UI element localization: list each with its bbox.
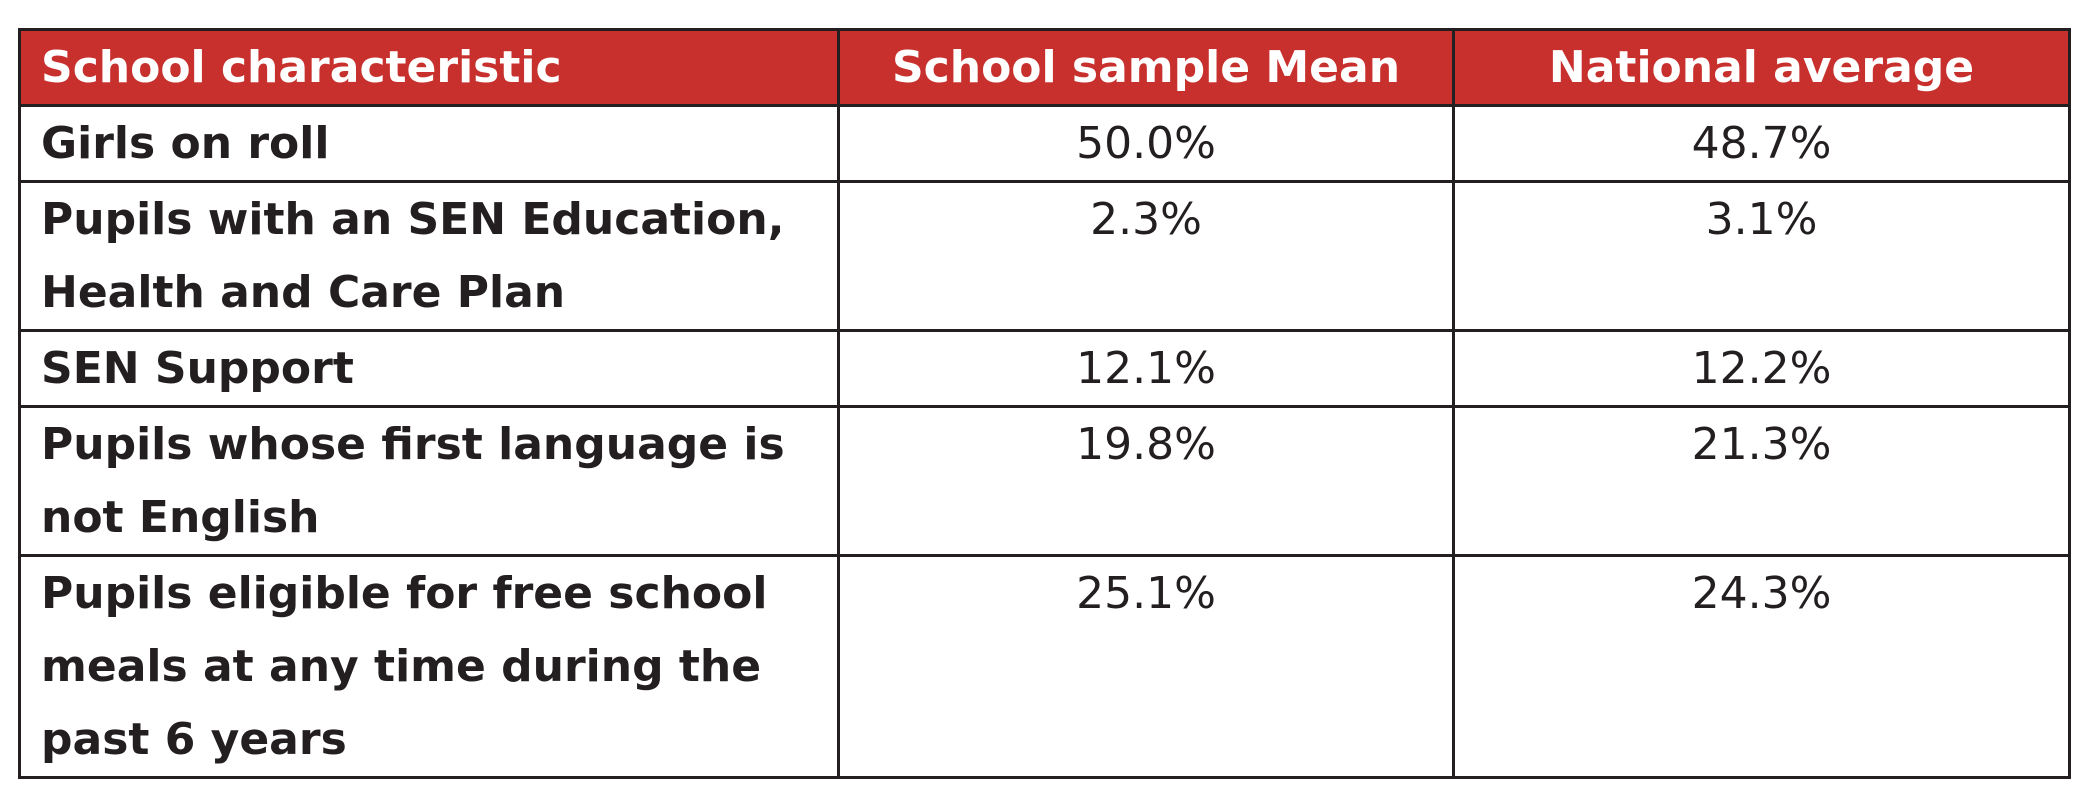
table-row: Pupils eligible for free school meals at… (18, 554, 2071, 779)
table-header-row: School characteristic School sample Mean… (18, 28, 2071, 107)
row-national-average: 48.7% (1452, 104, 2071, 183)
row-sample-mean: 12.1% (837, 329, 1455, 408)
table-row: Pupils whose first language is not Engli… (18, 405, 2071, 557)
table-row: Pupils with an SEN Education, Health and… (18, 180, 2071, 332)
row-characteristic: Pupils whose first language is not Engli… (18, 405, 840, 557)
row-national-average: 12.2% (1452, 329, 2071, 408)
row-sample-mean: 50.0% (837, 104, 1455, 183)
row-characteristic: SEN Support (18, 329, 840, 408)
row-national-average: 24.3% (1452, 554, 2071, 779)
table-row: Girls on roll 50.0% 48.7% (18, 104, 2071, 183)
row-sample-mean: 25.1% (837, 554, 1455, 779)
row-sample-mean: 19.8% (837, 405, 1455, 557)
table-row: SEN Support 12.1% 12.2% (18, 329, 2071, 408)
row-national-average: 21.3% (1452, 405, 2071, 557)
row-characteristic: Girls on roll (18, 104, 840, 183)
school-characteristics-table: School characteristic School sample Mean… (18, 28, 2071, 779)
row-characteristic: Pupils with an SEN Education, Health and… (18, 180, 840, 332)
row-national-average: 3.1% (1452, 180, 2071, 332)
row-sample-mean: 2.3% (837, 180, 1455, 332)
header-national-average: National average (1452, 28, 2071, 107)
header-school-characteristic: School characteristic (18, 28, 840, 107)
header-school-sample-mean: School sample Mean (837, 28, 1455, 107)
row-characteristic: Pupils eligible for free school meals at… (18, 554, 840, 779)
